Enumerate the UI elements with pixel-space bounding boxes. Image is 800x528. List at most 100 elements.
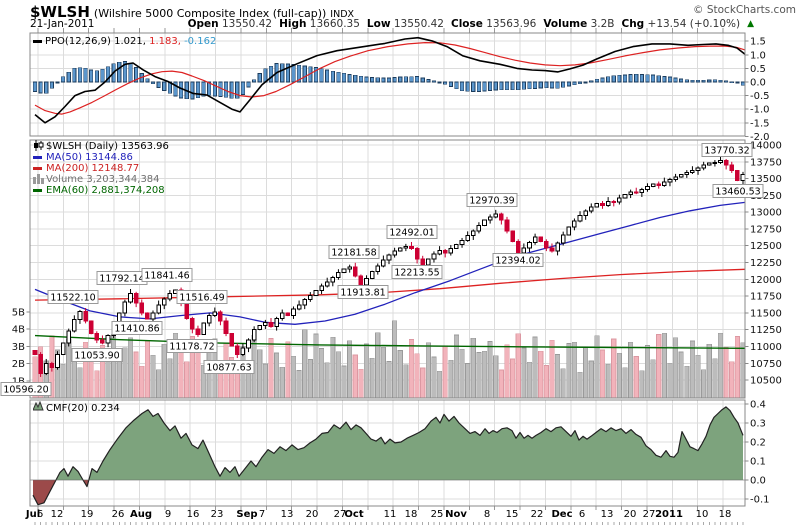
axis-labels: 1.51.00.50.0-0.5-1.0-1.5-2.0140001375013… — [12, 37, 782, 506]
legend-row-0: $WLSH (Daily) 13563.96 — [33, 139, 169, 154]
date-tick-label: 25 — [430, 509, 444, 520]
date-tick-label: 23 — [210, 509, 224, 520]
panel-borders — [29, 32, 746, 507]
svg-text:-1.5: -1.5 — [750, 118, 770, 129]
svg-text:11410.86: 11410.86 — [114, 324, 159, 335]
price-annotation: 12181.58 — [328, 245, 380, 259]
cmf-area-icon — [32, 400, 46, 414]
svg-text:11792.14: 11792.14 — [99, 274, 144, 285]
svg-text:14000: 14000 — [750, 141, 782, 152]
price-annotation: 11178.72 — [166, 339, 218, 353]
svg-text:4B: 4B — [12, 325, 25, 336]
quote-item-high: High 13660.35 — [279, 18, 360, 30]
legend-row-text: Volume 3,203,344,384 — [46, 174, 160, 185]
price-annotation: 12213.55 — [391, 265, 443, 279]
svg-text:1B: 1B — [12, 376, 25, 387]
change-up-arrow-icon: ▲ — [747, 19, 754, 29]
svg-text:-1.0: -1.0 — [750, 105, 770, 116]
date-tick-label: 8 — [483, 509, 491, 520]
date-tick-label: 20 — [305, 509, 319, 520]
ppo-lines — [34, 36, 746, 124]
cmf-legend-text: CMF(20) 0.234 — [46, 403, 120, 414]
svg-text:0.2: 0.2 — [750, 438, 766, 449]
svg-text:13000: 13000 — [750, 208, 782, 219]
svg-text:10750: 10750 — [750, 359, 782, 370]
symbol: $WLSH — [30, 3, 90, 21]
svg-text:12181.58: 12181.58 — [331, 248, 376, 259]
svg-text:1.5: 1.5 — [750, 37, 766, 48]
svg-text:13770.32: 13770.32 — [704, 146, 749, 157]
svg-text:0.3: 0.3 — [750, 419, 766, 430]
svg-text:11250: 11250 — [750, 325, 782, 336]
svg-text:11913.81: 11913.81 — [340, 288, 385, 299]
svg-text:11522.10: 11522.10 — [50, 293, 95, 304]
quote-item-volume: Volume 3.2B — [543, 18, 615, 30]
date-tick-label: 13 — [280, 509, 294, 520]
cmf-area — [30, 406, 745, 506]
date-tick-label: 11 — [383, 509, 397, 520]
price-annotation: 11522.10 — [47, 290, 99, 304]
price-annotation: 10877.63 — [203, 360, 255, 374]
svg-text:12970.39: 12970.39 — [469, 196, 514, 207]
legend-row-text: MA(200) 12148.77 — [46, 163, 140, 174]
candlesticks — [32, 156, 746, 377]
svg-text:11000: 11000 — [750, 342, 782, 353]
legend-row-1: MA(50) 13144.86 — [33, 152, 169, 163]
date-tick-label: 16 — [186, 509, 200, 520]
date-tick-label: Aug — [129, 509, 153, 520]
date-tick-label: Oct — [344, 509, 364, 520]
date-tick-label: 22 — [530, 509, 544, 520]
copyright-watermark: © StockCharts.com — [693, 4, 796, 16]
svg-text:11750: 11750 — [750, 292, 782, 303]
svg-text:10877.63: 10877.63 — [206, 363, 251, 374]
date-tick-label: 12 — [50, 509, 64, 520]
cmf-legend: CMF(20) 0.234 — [32, 400, 120, 414]
price-annotation: 11792.14 — [96, 271, 148, 285]
date-tick-label: 15 — [505, 509, 519, 520]
svg-text:0.0: 0.0 — [750, 476, 766, 487]
date-tick-label: Jul — [25, 509, 41, 520]
svg-text:10596.20: 10596.20 — [3, 385, 48, 396]
svg-text:0.0: 0.0 — [750, 78, 766, 89]
svg-text:11053.90: 11053.90 — [74, 351, 119, 362]
ppo-histogram-value: -0.162 — [184, 36, 217, 47]
date-tick-label: 19 — [80, 509, 94, 520]
svg-text:3B: 3B — [12, 342, 25, 353]
date-tick-label: 6 — [36, 509, 44, 520]
price-annotation: 13770.32 — [701, 143, 753, 157]
price-annotation: 11913.81 — [337, 285, 389, 299]
quote-item-close: Close 13563.96 — [450, 18, 537, 30]
svg-text:-0.5: -0.5 — [750, 91, 770, 102]
date-tick-label: Sep — [236, 509, 258, 520]
chart-header: $WLSH (Wilshire 5000 Composite Index (ful… — [30, 2, 354, 21]
date-tick-label: 20 — [623, 509, 637, 520]
date-tick-label: 13 — [600, 509, 614, 520]
price-annotation: 13460.53 — [712, 184, 764, 198]
line-swatch-icon — [33, 163, 46, 174]
candlestick-icon — [33, 139, 46, 154]
svg-text:0.1: 0.1 — [750, 457, 766, 468]
date-tick-label: 10 — [695, 509, 709, 520]
quote-item-open: Open 13550.42 — [187, 18, 273, 30]
ppo-legend-text: PPO(12,26,9) 1.021, — [45, 36, 146, 47]
svg-text:12250: 12250 — [750, 258, 782, 269]
svg-text:12500: 12500 — [750, 241, 782, 252]
svg-text:10500: 10500 — [750, 376, 782, 387]
axis-ticks — [34, 28, 744, 525]
svg-text:13250: 13250 — [750, 191, 782, 202]
date-tick-label: 7 — [258, 509, 266, 520]
date-tick-label: 18 — [718, 509, 732, 520]
date-tick-label: Nov — [445, 509, 467, 520]
price-annotations: 10596.20 11522.10 11053.90 11792.14 11410.86… — [0, 143, 764, 396]
date-tick-label: 27 — [333, 509, 347, 520]
price-annotation: 12394.02 — [492, 253, 544, 267]
svg-text:0.5: 0.5 — [750, 64, 766, 75]
svg-text:2B: 2B — [12, 359, 25, 370]
price-annotation: 11841.46 — [141, 268, 193, 282]
price-annotation: 11053.90 — [71, 348, 123, 362]
svg-text:5B: 5B — [12, 307, 25, 318]
ppo-line-swatch — [33, 39, 42, 43]
svg-text:13500: 13500 — [750, 174, 782, 185]
svg-text:-0.1: -0.1 — [750, 495, 770, 506]
